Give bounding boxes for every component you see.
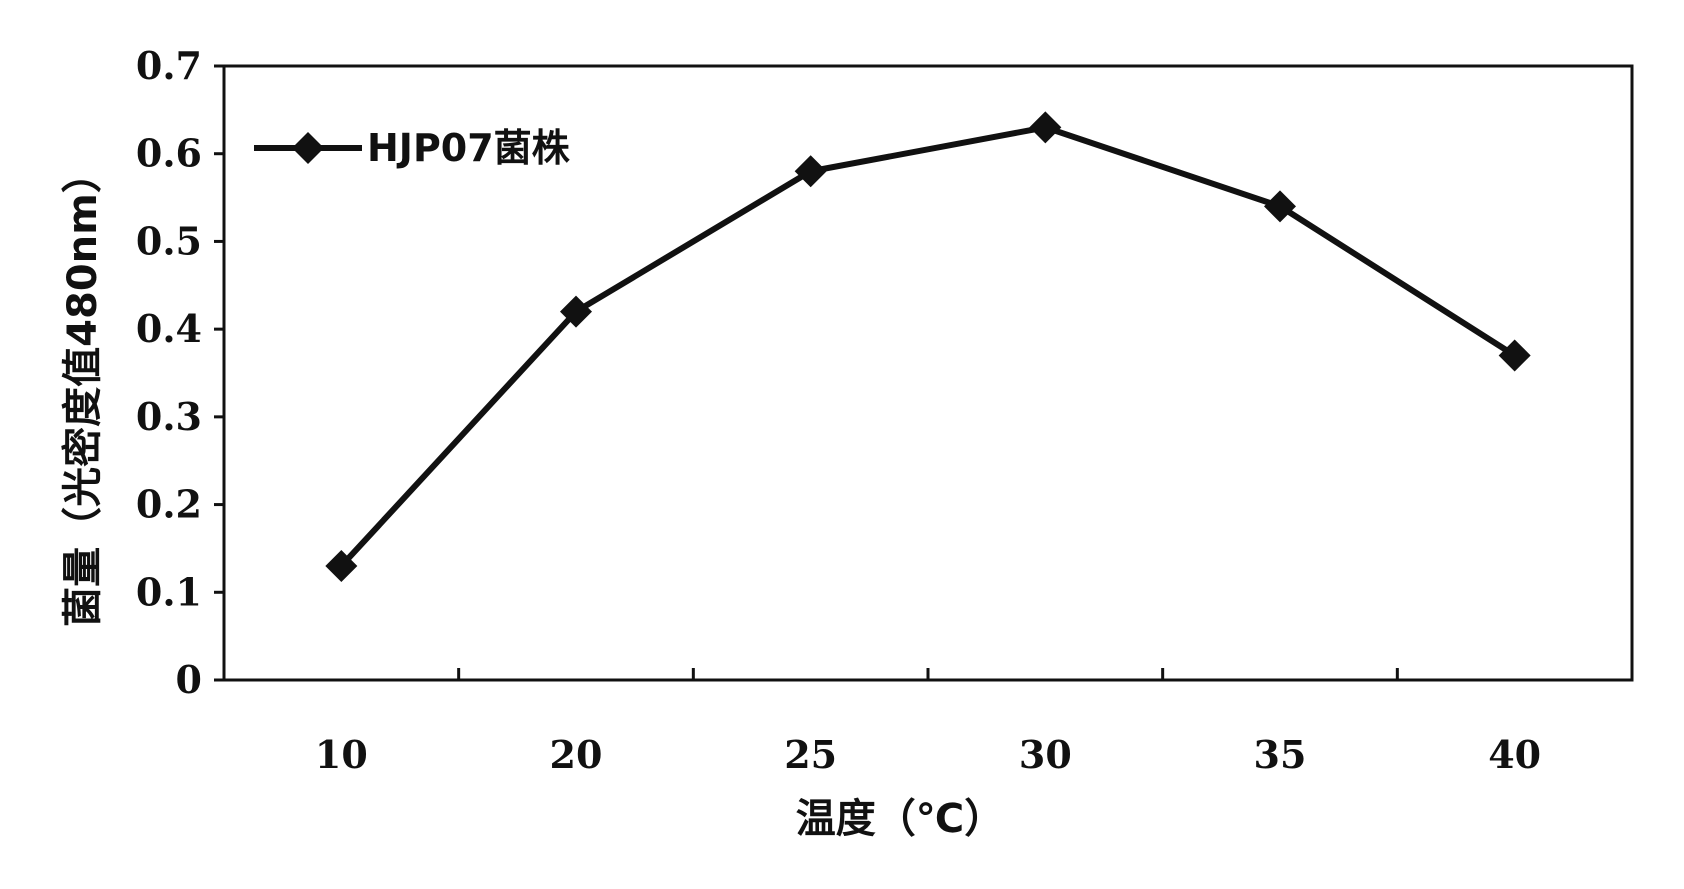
series-line: [339, 124, 1517, 569]
x-axis: 10 20 25 30 35 40: [315, 668, 1541, 777]
y-axis-title: 菌量（光密度值480nm）: [60, 153, 106, 627]
y-tick-label: 0.4: [136, 306, 202, 351]
y-tick-label: 0.1: [136, 569, 202, 614]
legend: HJP07菌株: [254, 126, 571, 170]
data-point-marker: [560, 295, 592, 328]
data-point-marker: [794, 155, 827, 188]
x-tick-label: 30: [1019, 732, 1072, 777]
legend-label: HJP07菌株: [367, 126, 571, 170]
legend-diamond-icon: [292, 132, 324, 164]
y-tick-label: 0: [176, 657, 202, 702]
data-point-marker: [1498, 339, 1531, 372]
x-tick-label: 20: [550, 732, 603, 777]
y-tick-label: 0.2: [136, 482, 202, 527]
y-tick-label: 0.7: [136, 43, 202, 88]
y-axis: 0 0.1 0.2 0.3 0.4 0.5 0.6 0.7: [136, 43, 224, 702]
y-tick-label: 0.5: [136, 218, 202, 263]
y-tick-label: 0.3: [136, 394, 202, 439]
data-point-marker: [325, 549, 358, 582]
x-axis-title: 温度（℃）: [796, 796, 1004, 842]
series-layer: [325, 111, 1531, 582]
x-tick-label: 10: [315, 732, 368, 777]
x-tick-label: 35: [1254, 732, 1307, 777]
data-point-marker: [1029, 111, 1062, 144]
x-tick-label: 25: [784, 732, 837, 777]
data-point-marker: [1264, 190, 1296, 223]
x-tick-label: 40: [1488, 732, 1541, 777]
y-tick-label: 0.6: [136, 131, 202, 176]
